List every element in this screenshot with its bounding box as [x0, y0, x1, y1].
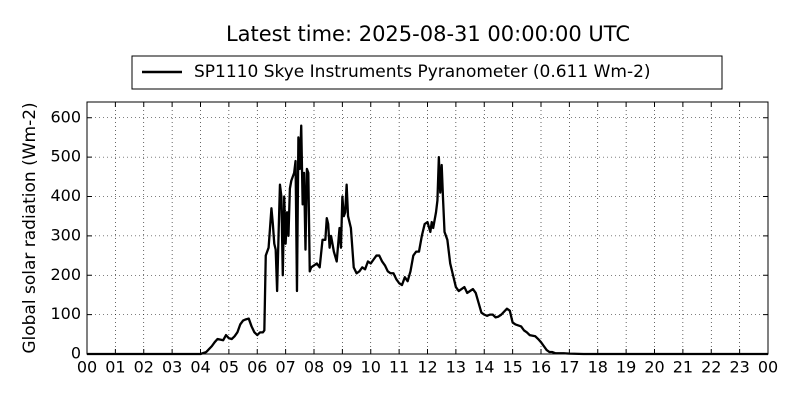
x-tick-label: 06 — [247, 358, 267, 377]
x-tick-label: 23 — [729, 358, 749, 377]
x-tick-label: 13 — [446, 358, 466, 377]
x-tick-label: 21 — [673, 358, 693, 377]
y-axis-label: Global solar radiation (Wm-2) — [20, 102, 40, 353]
x-tick-label: 10 — [361, 358, 381, 377]
plot-frame — [86, 101, 769, 355]
y-tick-label: 400 — [50, 186, 81, 205]
x-tick-label: 09 — [332, 358, 352, 377]
x-tick-label: 18 — [588, 358, 608, 377]
x-tick-label: 20 — [644, 358, 664, 377]
chart-title: Latest time: 2025-08-31 00:00:00 UTC — [226, 22, 630, 46]
x-tick-label: 11 — [389, 358, 409, 377]
legend-label: SP1110 Skye Instruments Pyranometer (0.6… — [194, 62, 651, 82]
legend-box — [131, 55, 723, 90]
y-tick-label: 600 — [50, 107, 81, 126]
x-tick-label: 01 — [105, 358, 125, 377]
y-tick-label: 300 — [50, 225, 81, 244]
y-tick-label: 500 — [50, 147, 81, 166]
y-tick-label: 200 — [50, 265, 81, 284]
x-tick-label: 16 — [531, 358, 551, 377]
x-tick-label: 17 — [559, 358, 579, 377]
x-tick-label: 19 — [616, 358, 636, 377]
x-tick-label: 03 — [162, 358, 182, 377]
x-tick-label: 12 — [417, 358, 437, 377]
y-tick-label: 0 — [71, 344, 81, 363]
y-tick-label: 100 — [50, 304, 81, 323]
x-tick-label: 04 — [190, 358, 210, 377]
x-tick-label: 14 — [474, 358, 494, 377]
data-line — [87, 124, 768, 356]
x-tick-label: 08 — [304, 358, 324, 377]
x-tick-label: 15 — [502, 358, 522, 377]
x-tick-label: 22 — [701, 358, 721, 377]
x-tick-label: 02 — [134, 358, 154, 377]
x-tick-label: 07 — [275, 358, 295, 377]
x-tick-label: 00 — [77, 358, 97, 377]
x-tick-label: 00 — [758, 358, 778, 377]
x-tick-label: 05 — [219, 358, 239, 377]
